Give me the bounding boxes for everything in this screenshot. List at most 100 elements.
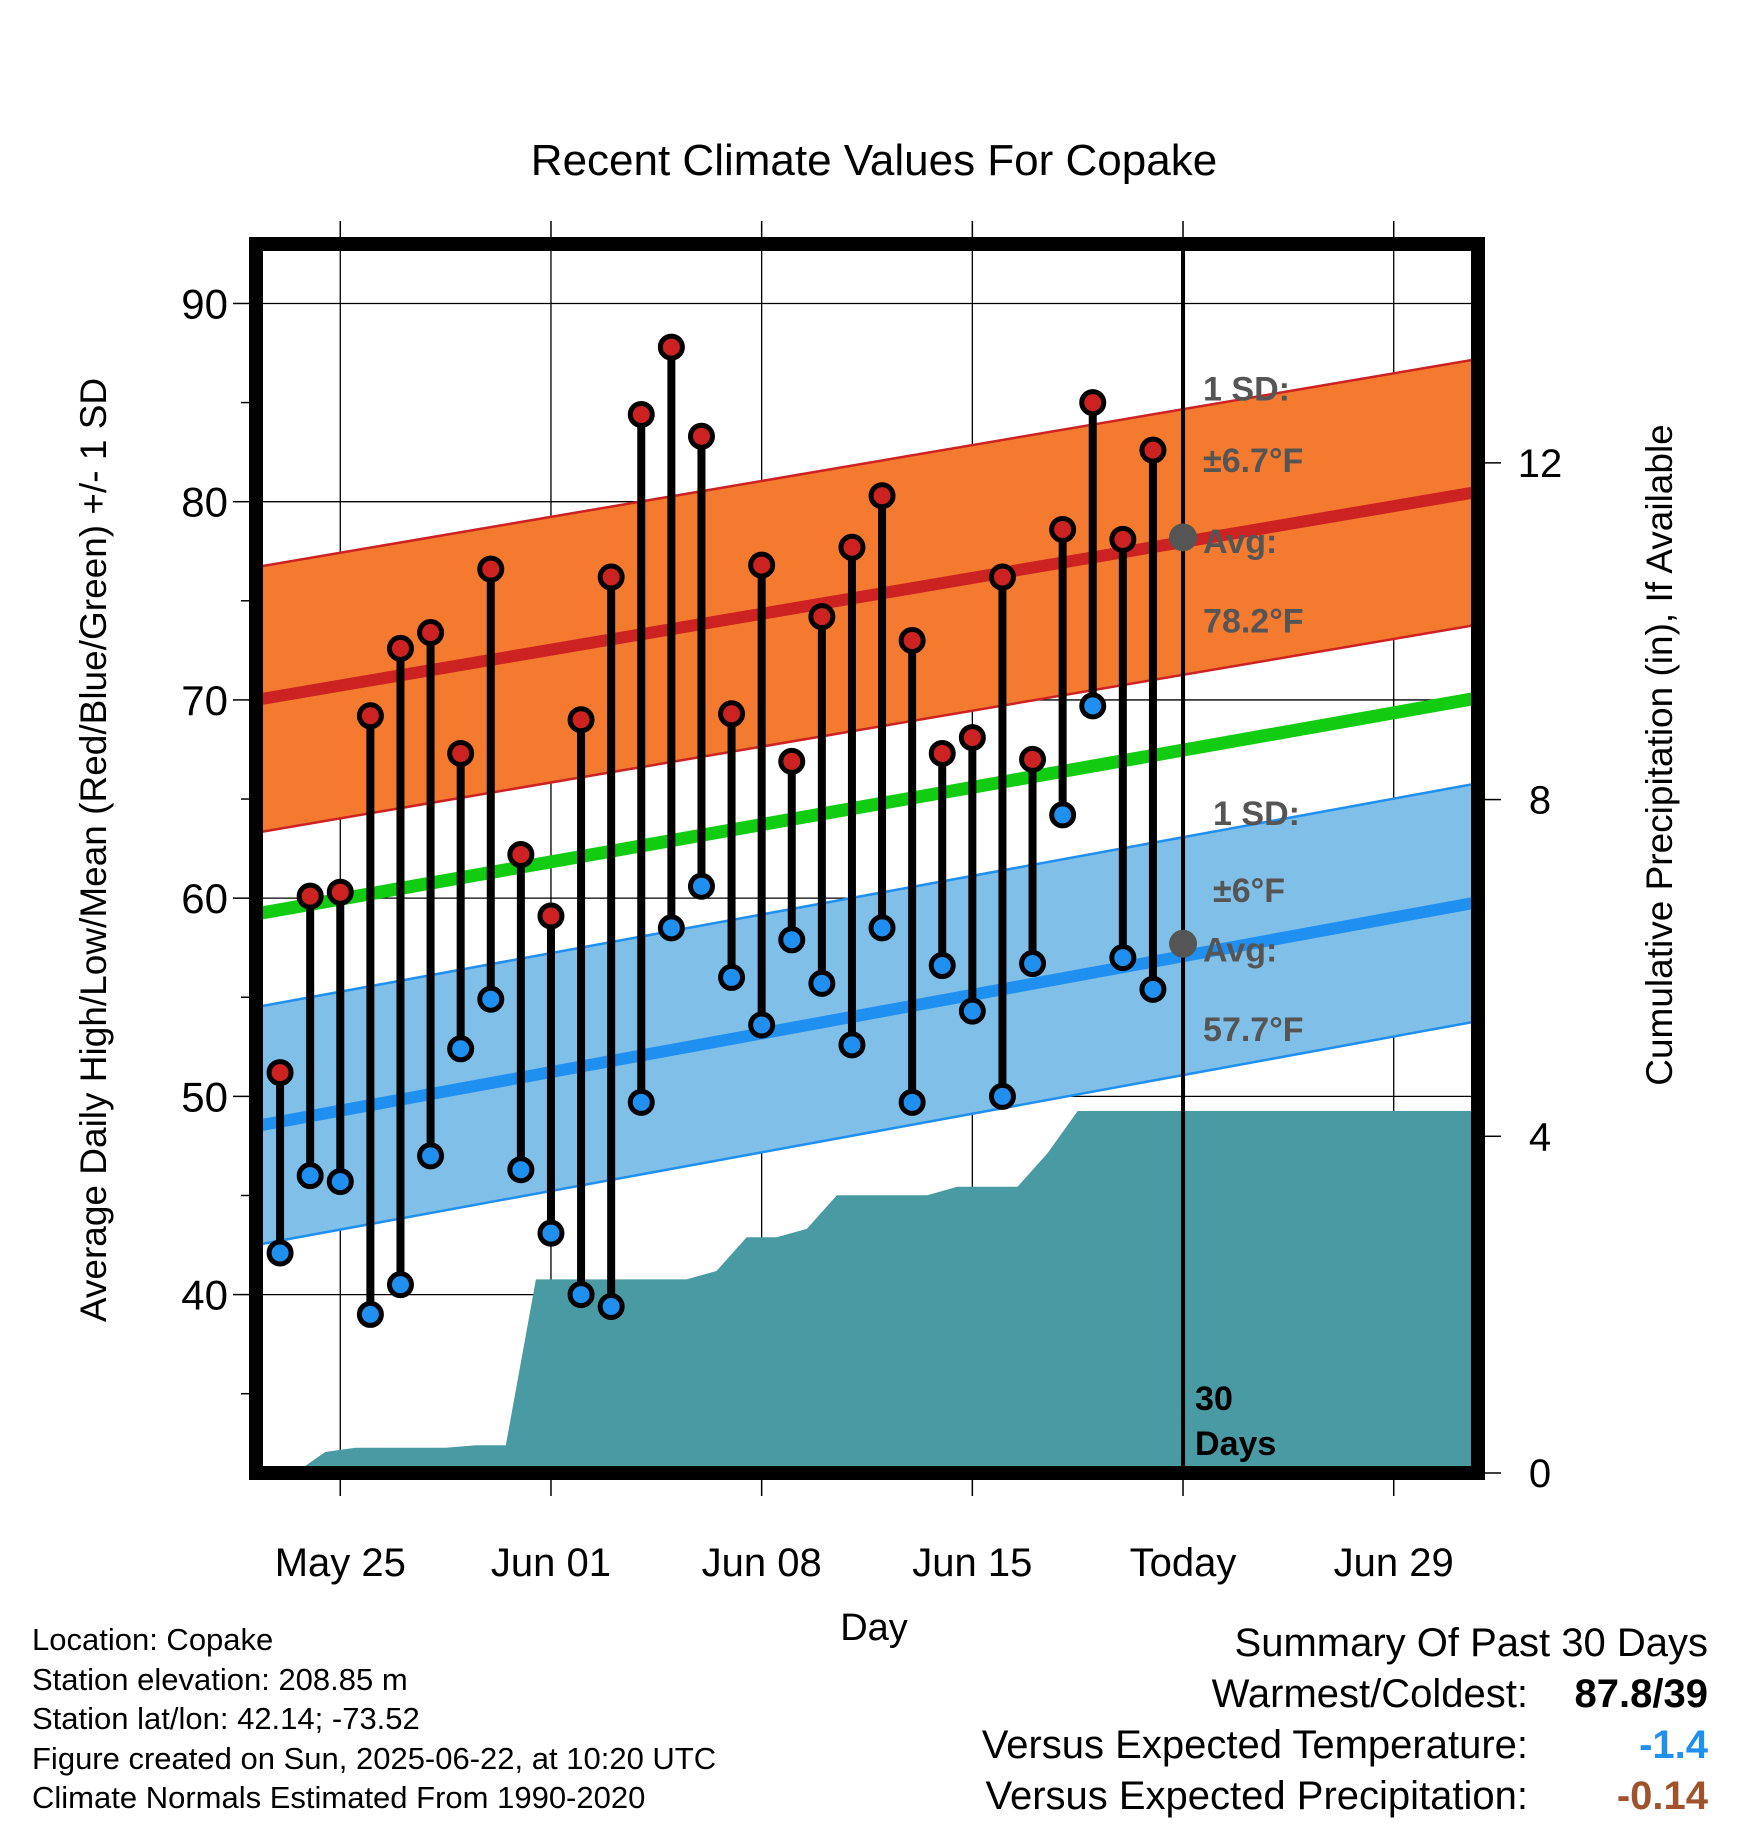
low-sd-label: 1 SD: — [1213, 795, 1300, 833]
normals-text: Climate Normals Estimated From 1990-2020 — [32, 1780, 646, 1815]
days-unit-label: Days — [1195, 1425, 1276, 1463]
obs-low-point — [838, 1031, 866, 1059]
days-count-label: 30 — [1195, 1380, 1233, 1418]
high-upper-edge — [256, 357, 1478, 569]
y-tick-label: 40 — [181, 1272, 228, 1319]
high-sd-value: ±6.7°F — [1203, 442, 1303, 480]
x-tick-label: May 25 — [275, 1541, 406, 1585]
created-text: Figure created on Sun, 2025-06-22, at 10… — [32, 1740, 717, 1776]
obs-low-point — [356, 1300, 384, 1328]
y-tick-label: 90 — [181, 280, 228, 327]
obs-low-point — [868, 914, 896, 942]
elevation-text: Station elevation: 208.85 m — [32, 1661, 408, 1697]
warm-cold-value: 87.8/39 — [1574, 1672, 1708, 1716]
low-sd-value: ±6°F — [1213, 872, 1285, 910]
x-tick-label: Jun 08 — [702, 1541, 822, 1585]
y-tick-label: 80 — [181, 479, 228, 526]
precip-deviation-value: -0.14 — [1616, 1774, 1708, 1818]
obs-high-point — [417, 619, 445, 647]
precip-deviation-label: Versus Expected Precipitation: — [985, 1774, 1528, 1818]
y2-tick-label: 12 — [1518, 442, 1563, 486]
high-normal-line — [256, 485, 1478, 706]
obs-low-point — [417, 1142, 445, 1170]
obs-high-point — [326, 878, 354, 906]
low-normal-line — [256, 896, 1478, 1133]
obs-high-point — [988, 563, 1016, 591]
location-text: Location: Copake — [32, 1622, 274, 1657]
obs-low-point — [1019, 950, 1047, 978]
obs-high-point — [356, 702, 384, 730]
obs-high-point — [1079, 389, 1107, 417]
obs-low-point — [1079, 692, 1107, 720]
obs-low-point — [507, 1156, 535, 1184]
y-tick-label: 50 — [181, 1073, 228, 1120]
obs-low-point — [1139, 975, 1167, 1003]
temp-deviation-label: Versus Expected Temperature: — [981, 1723, 1528, 1767]
low-avg-value: 57.7°F — [1203, 1011, 1304, 1049]
obs-low-point — [627, 1088, 655, 1116]
temp-deviation-value: -1.4 — [1639, 1723, 1708, 1767]
obs-high-point — [958, 724, 986, 752]
obs-low-point — [657, 914, 685, 942]
summary-temp-row: Versus Expected Temperature: -1.4 — [982, 1720, 1708, 1771]
obs-high-point — [1019, 745, 1047, 773]
summary-panel: Summary Of Past 30 Days Warmest/Coldest:… — [982, 1618, 1708, 1822]
y2-tick-label: 0 — [1529, 1452, 1551, 1496]
obs-low-point — [778, 926, 806, 954]
high-avg-label: Avg: — [1203, 523, 1277, 561]
obs-low-point — [266, 1239, 294, 1267]
obs-low-point — [326, 1168, 354, 1196]
low-avg-label: Avg: — [1203, 932, 1277, 970]
high-avg-value: 78.2°F — [1203, 603, 1304, 641]
obs-high-point — [597, 563, 625, 591]
summary-title: Summary Of Past 30 Days — [1234, 1621, 1708, 1665]
summary-precip-row: Versus Expected Precipitation: -0.14 — [982, 1771, 1708, 1822]
x-tick-label: Jun 29 — [1334, 1541, 1454, 1585]
obs-high-point — [1139, 436, 1167, 464]
obs-high-point — [868, 482, 896, 510]
obs-low-point — [988, 1082, 1016, 1110]
obs-low-point — [928, 952, 956, 980]
obs-high-point — [627, 400, 655, 428]
station-info: Location: Copake Station elevation: 208.… — [32, 1620, 716, 1818]
obs-low-point — [718, 963, 746, 991]
obs-low-point — [597, 1292, 625, 1320]
obs-high-point — [266, 1059, 294, 1087]
x-tick-label: Jun 01 — [491, 1541, 611, 1585]
y-axis-label: Average Daily High/Low/Mean (Red/Blue/Gr… — [73, 378, 114, 1322]
precip-area — [265, 1111, 1478, 1473]
obs-low-point — [296, 1162, 324, 1190]
obs-high-point — [537, 902, 565, 930]
obs-high-point — [687, 422, 715, 450]
obs-high-point — [778, 747, 806, 775]
y-tick-label: 70 — [181, 677, 228, 724]
today-high-normal-dot — [1169, 523, 1198, 552]
obs-high-point — [386, 634, 414, 662]
y2-axis-label: Cumulative Precipitation (in), If Availa… — [1639, 424, 1680, 1086]
obs-high-point — [567, 706, 595, 734]
latlon-text: Station lat/lon: 42.14; -73.52 — [32, 1701, 420, 1736]
chart-title: Recent Climate Values For Copake — [531, 136, 1217, 185]
obs-high-point — [477, 555, 505, 583]
plot-inner — [256, 244, 1478, 1473]
obs-high-point — [447, 739, 475, 767]
obs-low-point — [748, 1011, 776, 1039]
warm-cold-label: Warmest/Coldest: — [1211, 1672, 1528, 1716]
obs-low-point — [687, 872, 715, 900]
obs-high-point — [507, 841, 535, 869]
obs-high-point — [748, 551, 776, 579]
obs-low-point — [958, 997, 986, 1025]
low-lower-edge — [256, 1019, 1478, 1247]
x-tick-label: Today — [1130, 1541, 1237, 1585]
summary-warm-cold-row: Warmest/Coldest: 87.8/39 — [982, 1669, 1708, 1720]
x-tick-label: Jun 15 — [912, 1541, 1032, 1585]
plot-area: 1 SD: ±6.7°F Avg: 78.2°F 1 SD: ±6°F Avg: 57.7°F… — [181, 221, 1562, 1585]
obs-low-point — [386, 1271, 414, 1299]
obs-low-point — [1109, 944, 1137, 972]
obs-high-point — [1049, 515, 1077, 543]
obs-low-point — [447, 1035, 475, 1063]
obs-low-point — [567, 1281, 595, 1309]
x-axis-label: Day — [840, 1607, 908, 1649]
obs-high-point — [718, 700, 746, 728]
